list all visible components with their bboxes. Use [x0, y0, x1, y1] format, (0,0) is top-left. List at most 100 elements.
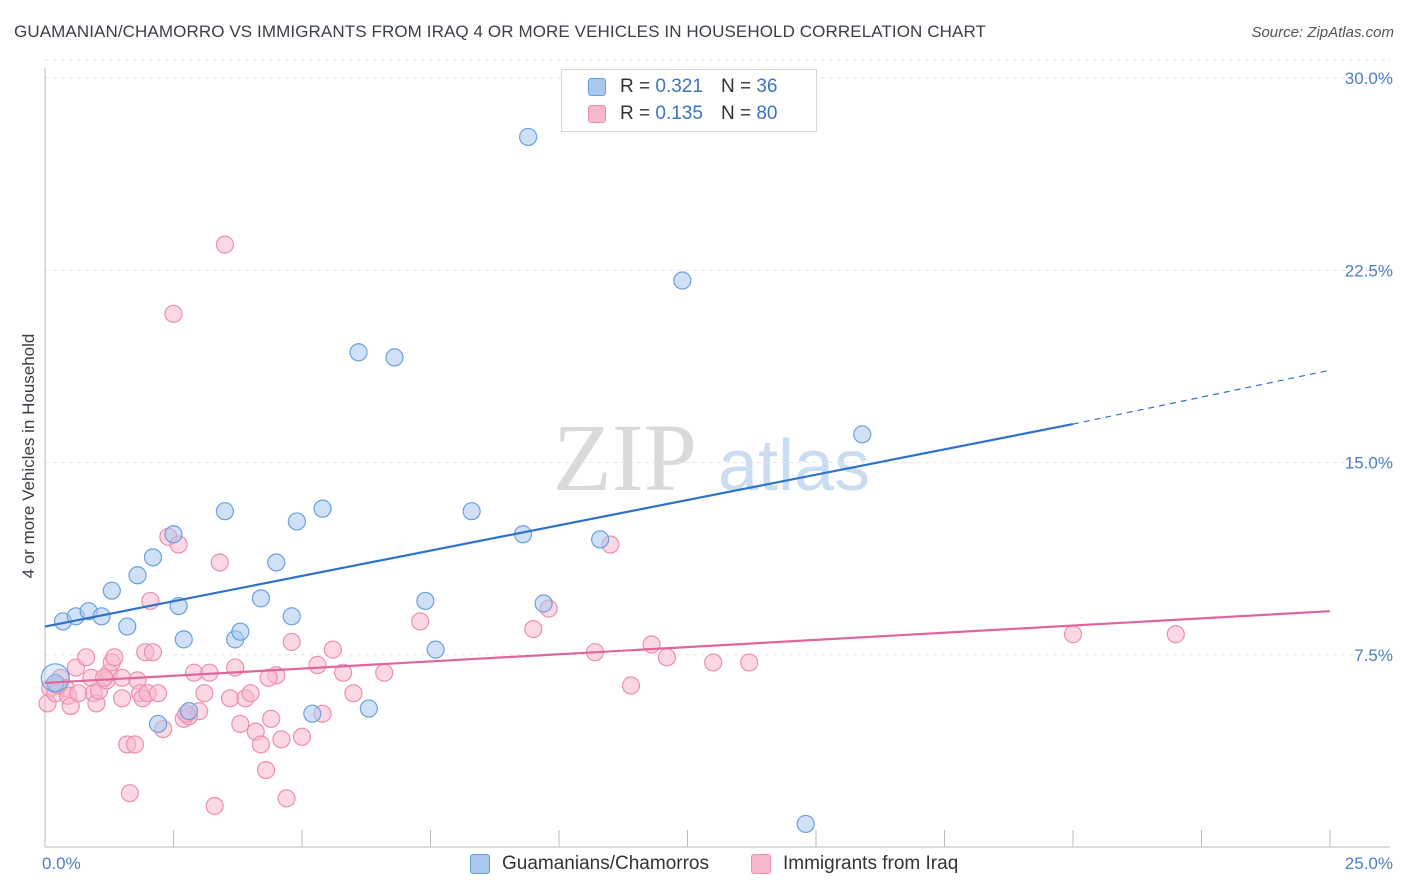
scatter-point [184, 663, 204, 682]
scatter-point [519, 127, 538, 147]
scatter-point [69, 684, 88, 703]
scatter-point [251, 735, 270, 754]
legend-r-value: 0.135 [655, 103, 703, 124]
scatter-point [148, 684, 168, 703]
axes [44, 68, 1390, 848]
scatter-point [334, 663, 353, 682]
legend-n-label: N = [720, 103, 752, 124]
scatter-point [796, 814, 815, 834]
scatter-point [102, 581, 121, 600]
scatter-point [621, 676, 641, 695]
tick-labels: 7.5% 15.0% 22.5% 30.0% 0.0% 25.0% [42, 69, 1393, 873]
scatter-point [1063, 625, 1083, 644]
watermark-atlas: atlas [718, 426, 870, 506]
scatter-point [308, 655, 327, 675]
x-tick-label: 25.0% [1345, 854, 1393, 873]
scatter-point [125, 735, 145, 754]
scatter-point [215, 235, 234, 254]
scatter-point [256, 760, 276, 780]
scatter-point [143, 643, 163, 662]
legend-n-value: 80 [756, 103, 778, 124]
y-tick-label: 22.5% [1345, 261, 1393, 280]
scatter-point [740, 653, 759, 672]
series-guamanian [46, 127, 872, 834]
scatter-point [385, 348, 404, 367]
watermark-zip: ZIP [553, 404, 697, 511]
trend-line-guamanian [44, 422, 1074, 628]
scatter-point [287, 512, 306, 531]
legend-row-guamanian: R = 0.321 N = 36 [588, 75, 777, 99]
legend-n-label: N = [720, 76, 752, 97]
scatter-point [272, 730, 291, 749]
scatter-point [164, 304, 183, 323]
scatter-point [282, 632, 301, 652]
source-credit: Source: ZipAtlas.com [1251, 24, 1394, 41]
scatter-point [359, 699, 378, 718]
scatter-point [231, 622, 250, 641]
series-layer [38, 127, 1185, 834]
bottom-legend-swatch-guamanian [470, 854, 490, 874]
scatter-point [303, 704, 322, 723]
legend-r-label: R = [620, 103, 651, 124]
y-tick-label: 30.0% [1345, 69, 1393, 88]
scatter-point [220, 689, 240, 708]
scatter-point [210, 553, 229, 572]
scatter-point [241, 684, 260, 703]
legend-row-iraq: R = 0.135 N = 80 [588, 102, 777, 126]
scatter-point [164, 525, 183, 544]
scatter-point [349, 343, 368, 362]
scatter-point [323, 640, 342, 659]
scatter-point [231, 714, 250, 734]
scatter-point [148, 714, 168, 734]
scatter-point [95, 668, 114, 687]
chart-title: GUAMANIAN/CHAMORRO VS IMMIGRANTS FROM IR… [14, 22, 987, 41]
bottom-legend-label-iraq: Immigrants from Iraq [783, 853, 959, 874]
scatter-point [251, 589, 270, 608]
scatter-point [277, 789, 296, 808]
y-tick-label: 15.0% [1345, 454, 1393, 473]
scatter-point [462, 502, 481, 521]
scatter-point [853, 425, 872, 444]
scatter-point [344, 684, 363, 703]
scatter-point [704, 653, 723, 672]
scatter-point [657, 648, 677, 667]
legend-r-label: R = [620, 76, 651, 97]
bottom-legend-label-guamanian: Guamanians/Chamorros [502, 853, 709, 874]
scatter-point [77, 648, 96, 667]
scatter-point [174, 630, 193, 649]
scatter-point [282, 607, 301, 626]
scatter-point [205, 796, 224, 816]
trend-line-iraq [44, 610, 1331, 685]
legend-n-value: 36 [756, 76, 778, 97]
trend-line-guamanian-extension [1072, 369, 1331, 425]
scatter-point [143, 548, 163, 567]
bottom-legend-iraq[interactable]: Immigrants from Iraq [751, 851, 958, 877]
scatter-point [534, 594, 553, 613]
scatter-point [591, 530, 610, 549]
watermark: ZIP atlas [553, 404, 870, 511]
scatter-point [262, 709, 281, 728]
legend-r-value: 0.321 [655, 76, 703, 97]
scatter-point [179, 702, 199, 721]
legend-swatch-guamanian [588, 78, 606, 96]
x-tick-label: 0.0% [42, 854, 81, 873]
bottom-legend-guamanian[interactable]: Guamanians/Chamorros [470, 851, 709, 877]
scatter-point [673, 271, 692, 290]
legend-swatch-iraq [588, 105, 606, 123]
scatter-point [411, 612, 430, 631]
bottom-legend-swatch-iraq [751, 854, 771, 874]
correlation-legend: R = 0.321 N = 36 R = 0.135 N = 80 [561, 69, 817, 132]
scatter-point [215, 502, 234, 521]
scatter-point [112, 689, 132, 708]
scatter-point [120, 784, 139, 803]
scatter-point [313, 499, 332, 518]
trend-lines [44, 369, 1331, 685]
scatter-point [128, 566, 147, 585]
scatter-point [259, 668, 278, 687]
y-tick-label: 7.5% [1354, 646, 1393, 665]
scatter-point [292, 727, 312, 746]
scatter-point [105, 648, 124, 667]
scatter-point [416, 591, 435, 611]
scatter-point [118, 617, 137, 636]
